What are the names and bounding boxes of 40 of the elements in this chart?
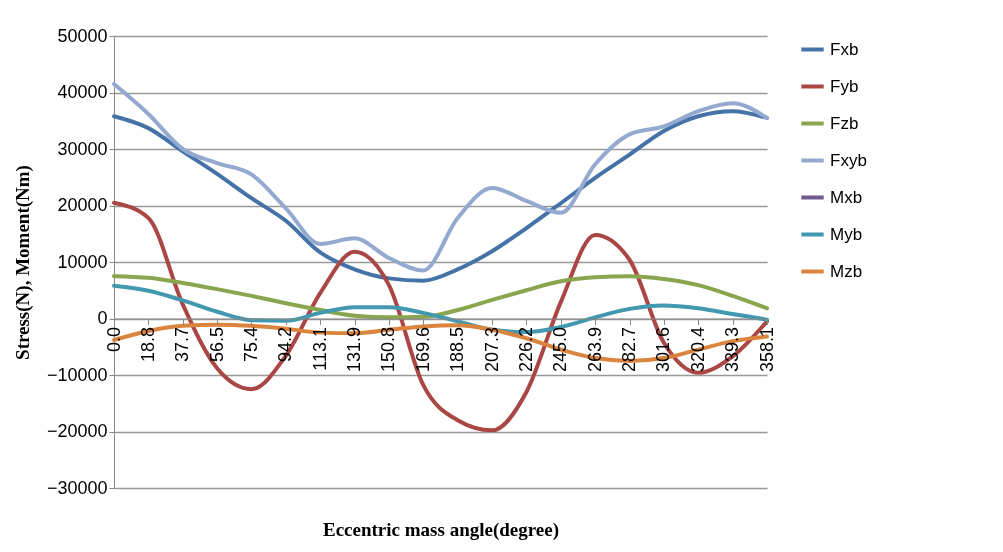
y-tick-label: 10000 xyxy=(57,251,108,272)
x-tick-label: 18.8 xyxy=(137,327,158,363)
x-tick-label: 37.7 xyxy=(172,327,193,363)
x-tick-label: 301.6 xyxy=(653,327,674,373)
legend-label: Fzb xyxy=(830,113,859,133)
x-tick-label: 188.5 xyxy=(447,327,468,373)
x-tick-label: 150.8 xyxy=(378,327,399,373)
line-series xyxy=(112,109,769,283)
legend-label: Myb xyxy=(830,224,863,244)
y-tick-label: 50000 xyxy=(57,25,108,46)
x-tick-label: 56.5 xyxy=(206,327,227,363)
legend-label: Fxyb xyxy=(830,150,867,170)
y-tick-label: 40000 xyxy=(57,82,108,102)
x-tick-label: 94.2 xyxy=(275,327,296,363)
y-tick-label: 20000 xyxy=(57,195,108,215)
x-tick-label: 282.7 xyxy=(619,327,640,373)
y-tick-label: −10000 xyxy=(46,364,108,385)
y-axis-title: Stress(N), Moment(Nm) xyxy=(11,165,34,360)
y-tick-label: 0 xyxy=(97,308,108,328)
legend-label: Mxb xyxy=(830,187,863,207)
x-tick-label: 320.4 xyxy=(687,327,708,373)
y-tick-label: −30000 xyxy=(46,477,108,498)
x-tick-label: 113.1 xyxy=(309,327,330,371)
x-tick-label: 0.0 xyxy=(103,327,124,353)
x-tick-label: 226.2 xyxy=(515,327,536,373)
y-tick-label: −20000 xyxy=(46,421,108,441)
y-tick-label: 30000 xyxy=(57,138,108,159)
x-tick-label: 245.0 xyxy=(550,327,571,373)
x-tick-label: 263.9 xyxy=(584,327,605,373)
legend-label: Fxb xyxy=(830,39,859,59)
x-tick-label: 131.9 xyxy=(344,327,365,373)
x-axis-title: Eccentric mass angle(degree) xyxy=(322,518,560,541)
legend-label: Mzb xyxy=(830,261,863,281)
x-tick-label: 339.3 xyxy=(722,327,743,373)
x-tick-label: 358.1 xyxy=(756,327,777,373)
x-tick-label: 169.6 xyxy=(412,327,433,373)
x-tick-label: 207.3 xyxy=(481,327,502,373)
legend-label: Fyb xyxy=(830,76,859,96)
line-series xyxy=(112,82,769,273)
x-tick-label: 75.4 xyxy=(240,327,261,363)
